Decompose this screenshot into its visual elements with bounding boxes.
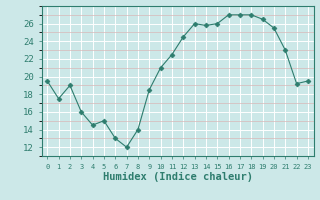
X-axis label: Humidex (Indice chaleur): Humidex (Indice chaleur) [103,172,252,182]
